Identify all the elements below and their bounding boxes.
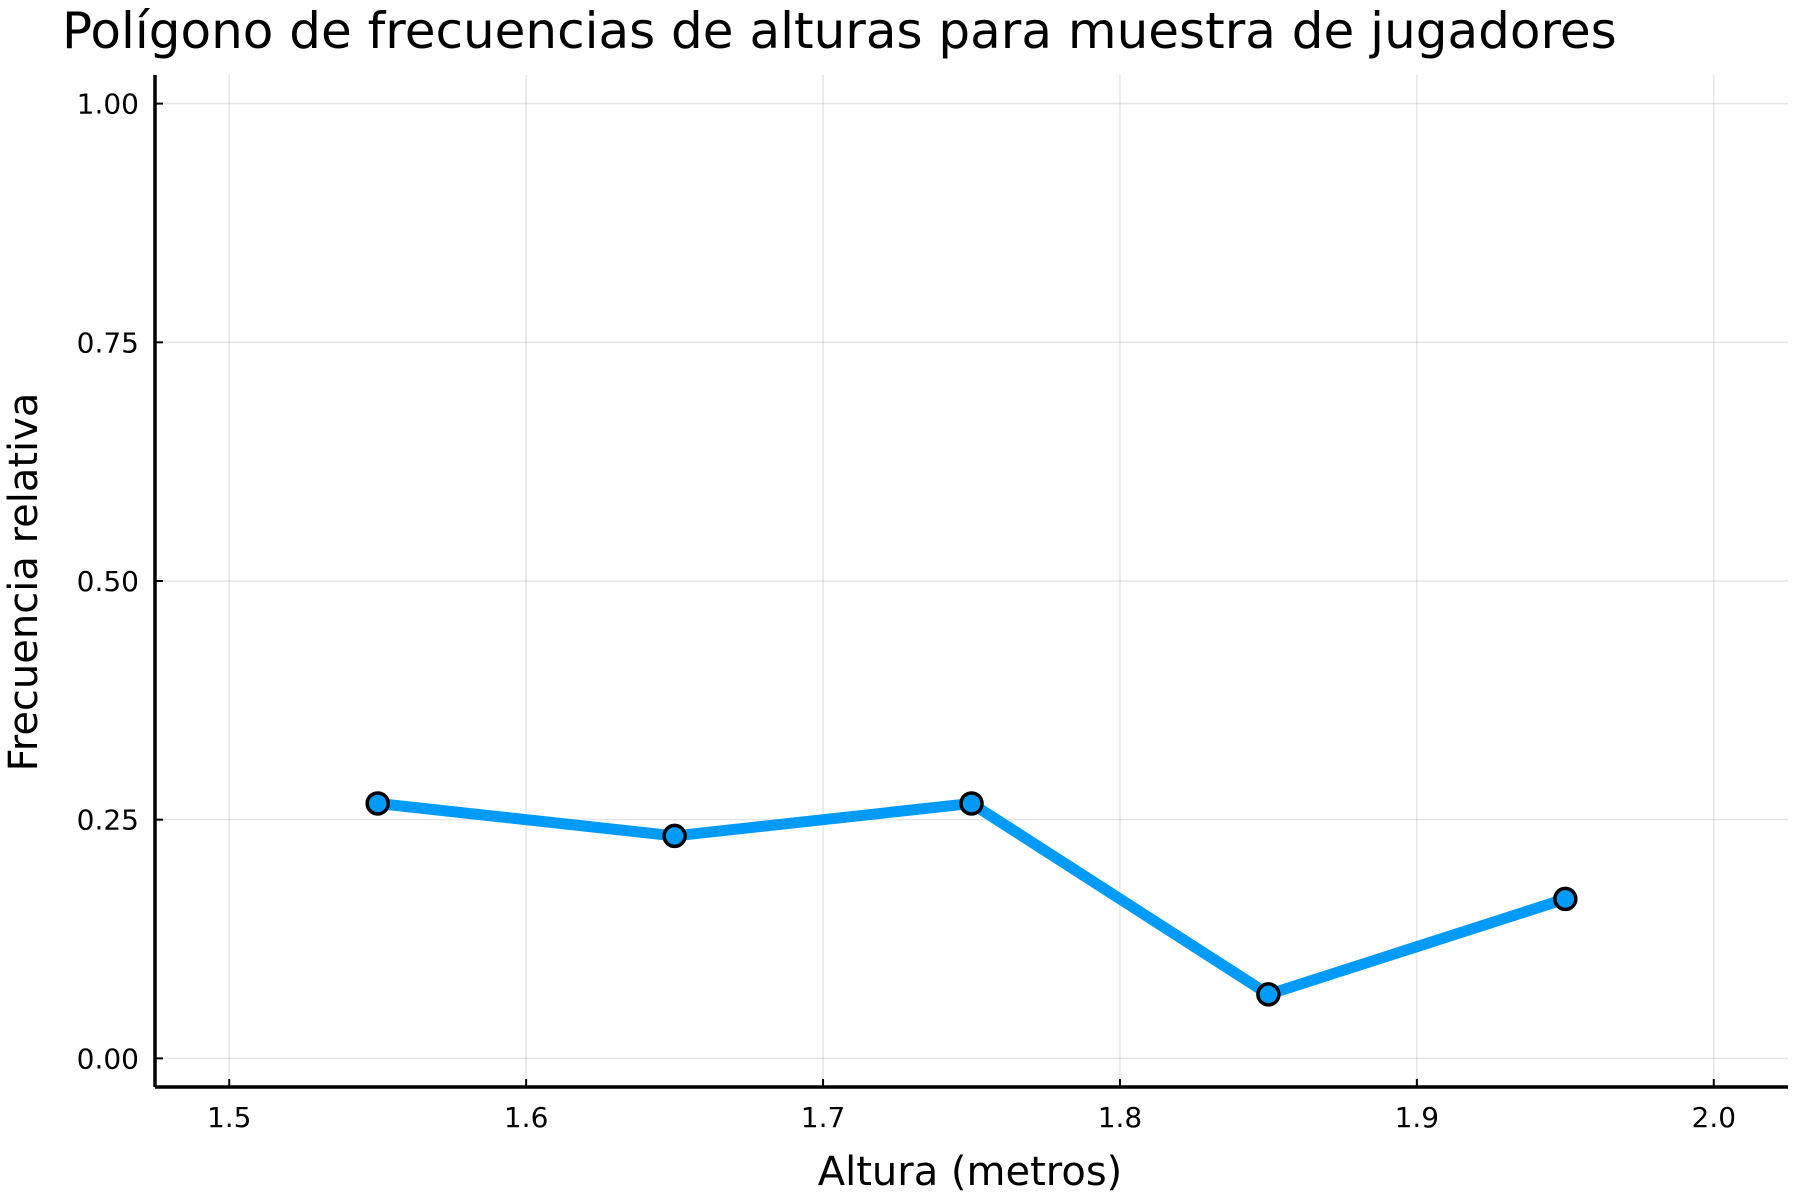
- y-ticks: 0.00 0.25 0.50 0.75 1.00: [77, 88, 163, 1075]
- x-tick-label: 2.0: [1692, 1101, 1737, 1134]
- x-tick-label: 1.6: [504, 1101, 549, 1134]
- series-line: [372, 797, 1571, 1000]
- data-point: [1256, 982, 1281, 1007]
- y-tick-label: 0.25: [77, 804, 139, 837]
- data-point: [959, 791, 984, 816]
- x-tick-label: 1.5: [207, 1101, 252, 1134]
- x-tick-label: 1.9: [1395, 1101, 1440, 1134]
- y-tick-label: 0.75: [77, 326, 139, 359]
- y-tick-label: 1.00: [77, 88, 139, 121]
- series-group: [365, 791, 1578, 1007]
- x-tick-label: 1.8: [1098, 1101, 1143, 1134]
- x-grid: [228, 75, 1715, 1087]
- x-ticks: 1.5 1.6 1.7 1.8 1.9 2.0: [207, 1079, 1736, 1134]
- y-tick-label: 0.50: [77, 565, 139, 598]
- chart-title: Polígono de frecuencias de alturas para …: [62, 2, 1617, 60]
- y-tick-label: 0.00: [77, 1042, 139, 1075]
- x-tick-label: 1.7: [801, 1101, 846, 1134]
- y-axis-label: Frecuencia relativa: [1, 393, 47, 772]
- data-point: [365, 791, 390, 816]
- data-point: [1553, 886, 1578, 912]
- y-grid: [155, 102, 1788, 1060]
- data-point: [662, 823, 687, 849]
- x-axis-label: Altura (metros): [818, 1149, 1123, 1195]
